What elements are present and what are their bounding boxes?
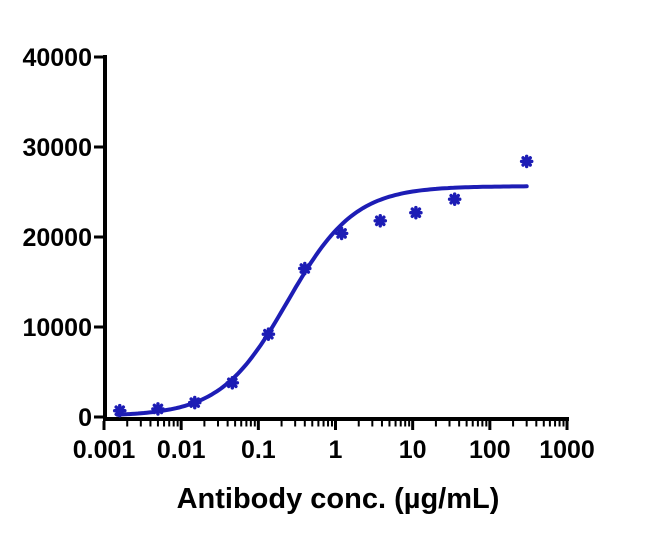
y-tick-label: 0 xyxy=(78,404,92,432)
y-tick-label: 40000 xyxy=(22,44,92,72)
data-point-marker xyxy=(373,213,388,228)
data-point-marker xyxy=(298,261,312,276)
marker-center xyxy=(377,217,384,224)
x-tick-label: 10 xyxy=(399,436,427,464)
marker-center xyxy=(154,405,161,412)
data-point-marker xyxy=(151,402,165,416)
axes xyxy=(103,55,569,421)
marker-center xyxy=(116,407,123,414)
axis-ticks xyxy=(94,55,569,430)
x-tick-label: 0.01 xyxy=(157,436,206,464)
y-tick-label: 10000 xyxy=(22,314,92,342)
x-tick-label: 1000 xyxy=(539,436,595,464)
marker-center xyxy=(412,209,419,216)
marker-center xyxy=(229,379,236,386)
data-points-layer xyxy=(112,154,534,418)
data-point-marker xyxy=(519,154,534,169)
data-point-marker xyxy=(112,403,127,418)
marker-center xyxy=(451,196,458,203)
data-point-marker xyxy=(409,205,423,220)
x-tick-label: 1 xyxy=(329,436,343,464)
data-point-marker xyxy=(334,226,349,241)
x-tick-label: 0.001 xyxy=(73,436,136,464)
marker-center xyxy=(301,265,308,272)
data-point-marker xyxy=(261,327,276,341)
x-tick-label: 0.1 xyxy=(241,436,276,464)
y-tick-label: 20000 xyxy=(22,224,92,252)
tick-labels: 0 10000 20000 30000 40000 0.001 0.01 0.1 1 10 100 1… xyxy=(22,44,594,464)
marker-center xyxy=(265,331,272,338)
data-point-marker xyxy=(447,192,462,207)
data-point-marker xyxy=(187,395,202,410)
marker-center xyxy=(523,158,530,165)
y-tick-label: 30000 xyxy=(22,134,92,162)
fit-curve xyxy=(115,184,529,417)
marker-center xyxy=(338,230,345,237)
data-point-marker xyxy=(225,376,240,390)
x-axis-title: Antibody conc. (µg/mL) xyxy=(177,483,500,515)
x-tick-label: 100 xyxy=(469,436,511,464)
marker-center xyxy=(191,399,198,406)
fit-curve-layer xyxy=(115,184,529,417)
